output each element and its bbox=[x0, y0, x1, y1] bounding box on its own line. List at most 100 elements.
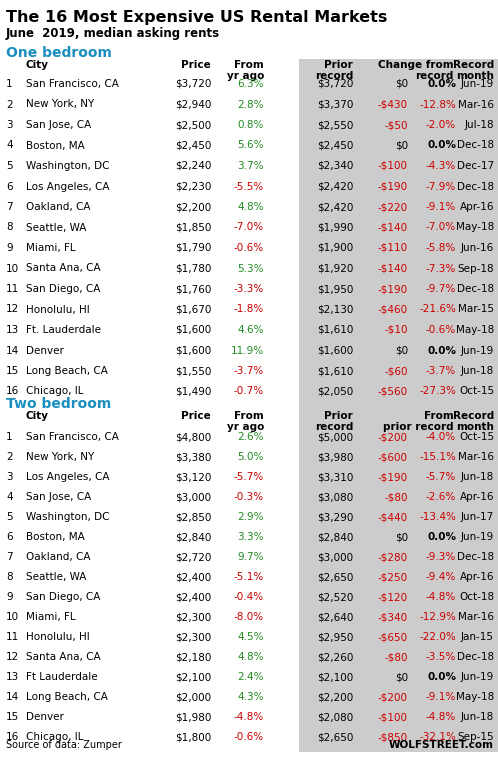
Text: Dec-18: Dec-18 bbox=[457, 552, 494, 562]
Text: 2: 2 bbox=[6, 452, 12, 462]
Text: -2.0%: -2.0% bbox=[426, 120, 456, 130]
Text: $0: $0 bbox=[395, 140, 408, 151]
Text: -5.5%: -5.5% bbox=[234, 181, 264, 192]
Text: -$430: -$430 bbox=[378, 99, 408, 109]
Text: Prior
record: Prior record bbox=[315, 60, 353, 81]
Text: 5.0%: 5.0% bbox=[238, 452, 264, 462]
Text: -$120: -$120 bbox=[378, 592, 408, 602]
Text: -0.6%: -0.6% bbox=[426, 325, 456, 335]
Text: $2,340: $2,340 bbox=[317, 161, 353, 171]
Text: Chicago, IL: Chicago, IL bbox=[26, 732, 84, 742]
Text: $1,600: $1,600 bbox=[317, 346, 353, 356]
Text: Oct-15: Oct-15 bbox=[459, 387, 494, 396]
Text: Washington, DC: Washington, DC bbox=[26, 161, 110, 171]
Text: 2.9%: 2.9% bbox=[238, 512, 264, 522]
Text: $2,000: $2,000 bbox=[175, 692, 211, 702]
Text: Apr-16: Apr-16 bbox=[460, 492, 494, 502]
Text: 0.0%: 0.0% bbox=[427, 532, 456, 542]
Text: 8: 8 bbox=[6, 223, 12, 233]
Text: Oct-18: Oct-18 bbox=[459, 592, 494, 602]
Text: 0.0%: 0.0% bbox=[427, 346, 456, 356]
Text: $1,780: $1,780 bbox=[175, 264, 211, 274]
Text: $3,080: $3,080 bbox=[317, 492, 353, 502]
Text: 4: 4 bbox=[6, 492, 12, 502]
Text: $0: $0 bbox=[395, 532, 408, 542]
Text: Dec-17: Dec-17 bbox=[457, 161, 494, 171]
Text: $1,600: $1,600 bbox=[175, 325, 211, 335]
Text: Washington, DC: Washington, DC bbox=[26, 512, 110, 522]
Text: Dec-18: Dec-18 bbox=[457, 284, 494, 294]
Text: -$80: -$80 bbox=[384, 492, 408, 502]
Text: -9.1%: -9.1% bbox=[426, 692, 456, 702]
Text: Jun-18: Jun-18 bbox=[461, 366, 494, 376]
Text: Mar-16: Mar-16 bbox=[458, 452, 494, 462]
Text: -12.9%: -12.9% bbox=[419, 612, 456, 622]
Text: $2,100: $2,100 bbox=[175, 672, 211, 682]
Text: -$60: -$60 bbox=[384, 366, 408, 376]
Text: 14: 14 bbox=[6, 346, 19, 356]
Text: 1: 1 bbox=[6, 432, 12, 442]
Text: $2,450: $2,450 bbox=[175, 140, 211, 151]
Text: -3.7%: -3.7% bbox=[426, 366, 456, 376]
Text: $1,670: $1,670 bbox=[175, 305, 211, 315]
Text: Jul-18: Jul-18 bbox=[464, 120, 494, 130]
Text: 3: 3 bbox=[6, 472, 12, 482]
Text: -13.4%: -13.4% bbox=[419, 512, 456, 522]
Text: -$220: -$220 bbox=[378, 202, 408, 212]
Text: 0.8%: 0.8% bbox=[238, 120, 264, 130]
Text: $3,310: $3,310 bbox=[317, 472, 353, 482]
Text: -5.8%: -5.8% bbox=[426, 243, 456, 253]
Text: 10: 10 bbox=[6, 264, 19, 274]
Text: -4.0%: -4.0% bbox=[426, 432, 456, 442]
Text: 16: 16 bbox=[6, 387, 19, 396]
Text: -0.4%: -0.4% bbox=[234, 592, 264, 602]
Text: $3,000: $3,000 bbox=[317, 552, 353, 562]
Text: $1,900: $1,900 bbox=[317, 243, 353, 253]
Text: 5: 5 bbox=[6, 512, 12, 522]
Text: $0: $0 bbox=[395, 346, 408, 356]
Text: 2.4%: 2.4% bbox=[238, 672, 264, 682]
Text: $2,420: $2,420 bbox=[317, 181, 353, 192]
Text: -7.9%: -7.9% bbox=[426, 181, 456, 192]
Text: -$190: -$190 bbox=[378, 284, 408, 294]
Text: -$100: -$100 bbox=[378, 712, 408, 722]
Text: $1,790: $1,790 bbox=[175, 243, 211, 253]
Text: Change from
record: Change from record bbox=[378, 60, 454, 81]
Text: Long Beach, CA: Long Beach, CA bbox=[26, 366, 108, 376]
Text: $2,840: $2,840 bbox=[317, 532, 353, 542]
Text: 10: 10 bbox=[6, 612, 19, 622]
Text: -1.8%: -1.8% bbox=[234, 305, 264, 315]
Text: 4.6%: 4.6% bbox=[238, 325, 264, 335]
Text: $2,260: $2,260 bbox=[317, 652, 353, 662]
Text: Denver: Denver bbox=[26, 346, 64, 356]
Text: Jun-19: Jun-19 bbox=[461, 532, 494, 542]
Text: 14: 14 bbox=[6, 692, 19, 702]
Text: One bedroom: One bedroom bbox=[6, 46, 112, 60]
Text: 8: 8 bbox=[6, 572, 12, 582]
Text: San Diego, CA: San Diego, CA bbox=[26, 284, 101, 294]
Text: -5.7%: -5.7% bbox=[234, 472, 264, 482]
Text: $0: $0 bbox=[395, 79, 408, 89]
Text: -9.4%: -9.4% bbox=[426, 572, 456, 582]
Text: -12.8%: -12.8% bbox=[419, 99, 456, 109]
Text: 4.3%: 4.3% bbox=[238, 692, 264, 702]
Text: Ft. Lauderdale: Ft. Lauderdale bbox=[26, 325, 101, 335]
Text: Jun-19: Jun-19 bbox=[461, 79, 494, 89]
Text: Oct-15: Oct-15 bbox=[459, 432, 494, 442]
Text: $2,300: $2,300 bbox=[175, 612, 211, 622]
Text: -5.1%: -5.1% bbox=[234, 572, 264, 582]
Text: May-18: May-18 bbox=[456, 325, 494, 335]
Text: Dec-18: Dec-18 bbox=[457, 652, 494, 662]
Text: 1: 1 bbox=[6, 79, 12, 89]
Text: 0.0%: 0.0% bbox=[427, 672, 456, 682]
Text: -3.7%: -3.7% bbox=[234, 366, 264, 376]
Text: Jun-19: Jun-19 bbox=[461, 346, 494, 356]
Text: 7: 7 bbox=[6, 552, 12, 562]
Text: $2,400: $2,400 bbox=[175, 592, 211, 602]
Text: City: City bbox=[26, 411, 49, 421]
Text: -9.7%: -9.7% bbox=[426, 284, 456, 294]
Text: -0.6%: -0.6% bbox=[234, 732, 264, 742]
Text: -$190: -$190 bbox=[378, 472, 408, 482]
Text: Dec-18: Dec-18 bbox=[457, 181, 494, 192]
Text: San Jose, CA: San Jose, CA bbox=[26, 492, 91, 502]
